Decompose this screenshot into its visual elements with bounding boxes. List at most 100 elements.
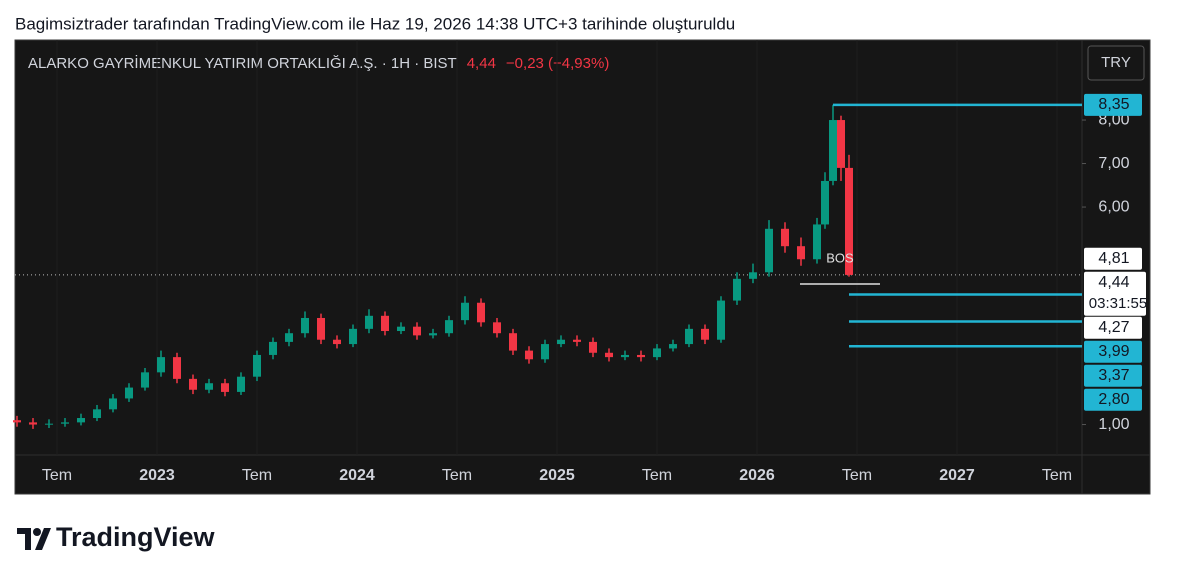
x-tick-label: 2023 xyxy=(139,467,175,484)
candle-body xyxy=(157,357,165,373)
candle-body xyxy=(733,278,741,301)
candle-body xyxy=(333,339,341,345)
legend: ALARKO GAYRİMENKUL YATIRIM ORTAKLIĞI A.Ş… xyxy=(28,54,609,72)
price-label: 2,80 xyxy=(1098,391,1129,408)
candle-body xyxy=(845,167,853,275)
candle-body xyxy=(365,315,373,329)
candle-body xyxy=(381,315,389,332)
candle-body xyxy=(13,420,21,423)
candle-body xyxy=(189,378,197,390)
candle-body xyxy=(509,333,517,351)
x-tick-label: Tem xyxy=(842,467,872,484)
logo-text: TradingView xyxy=(56,522,216,552)
price-label-box xyxy=(1084,388,1142,411)
price-label-box xyxy=(1084,364,1142,387)
countdown: 03:31:55 xyxy=(1089,295,1147,312)
last-price: 4,44 xyxy=(467,55,496,72)
candle-body xyxy=(349,328,357,345)
price-label-box xyxy=(1084,247,1142,270)
candle-body xyxy=(717,300,725,340)
candle-body xyxy=(781,228,789,247)
chart-panel xyxy=(14,39,1151,495)
candle-body xyxy=(653,348,661,358)
candle-body xyxy=(29,422,37,425)
candle-body xyxy=(821,180,829,225)
candle-body xyxy=(285,333,293,342)
candle-body xyxy=(541,344,549,360)
y-tick-label: 6,00 xyxy=(1098,198,1129,215)
logo-mark xyxy=(17,528,31,550)
logo: TradingView xyxy=(17,522,216,552)
candle-body xyxy=(205,383,213,390)
x-tick-label: 2024 xyxy=(339,467,375,484)
candle-body xyxy=(429,333,437,336)
price-label: 4,27 xyxy=(1098,319,1129,336)
candle-body xyxy=(589,341,597,353)
price-label: 8,35 xyxy=(1098,96,1129,113)
candle-body xyxy=(765,228,773,273)
currency: TRY xyxy=(1101,54,1131,71)
candle-body xyxy=(669,344,677,349)
price-label: 4,81 xyxy=(1098,250,1129,267)
candle-body xyxy=(445,320,453,334)
y-tick-label: 1,00 xyxy=(1098,416,1129,433)
candle-body xyxy=(749,272,757,279)
price-label-box xyxy=(1084,340,1142,363)
candle-body xyxy=(797,246,805,260)
candle-body xyxy=(701,328,709,340)
x-tick-label: Tem xyxy=(242,467,272,484)
candle-body xyxy=(829,120,837,181)
candle-body xyxy=(125,387,133,399)
bos-label: BOS xyxy=(826,250,854,265)
candle-body xyxy=(317,317,325,340)
candle-body xyxy=(637,354,645,358)
price-label: 3,37 xyxy=(1098,367,1129,384)
candle-body xyxy=(301,317,309,334)
x-tick-label: Tem xyxy=(642,467,672,484)
price-label: 3,99 xyxy=(1098,343,1129,360)
candle-body xyxy=(141,372,149,388)
candle-body xyxy=(461,302,469,321)
symbol: ALARKO GAYRİMENKUL YATIRIM ORTAKLIĞI A.Ş… xyxy=(28,54,457,72)
change: −0,23 (−4,93%) xyxy=(506,55,609,72)
logo-slash xyxy=(35,528,51,550)
currency-button[interactable] xyxy=(1087,45,1145,81)
price-label-box xyxy=(1084,93,1142,116)
candle-body xyxy=(397,326,405,332)
candle-body xyxy=(621,354,629,358)
candle-body xyxy=(109,398,117,410)
x-tick-label: 2027 xyxy=(939,467,975,484)
candle-body xyxy=(173,357,181,379)
x-tick-label: Tem xyxy=(442,467,472,484)
candle-body xyxy=(61,422,69,424)
x-tick-label: 2025 xyxy=(539,467,575,484)
candle-body xyxy=(477,302,485,323)
x-tick-label: Tem xyxy=(1042,467,1072,484)
price-label-box xyxy=(1084,316,1142,339)
candle-body xyxy=(221,383,229,392)
logo-dot xyxy=(33,528,41,536)
candle-body xyxy=(77,418,85,423)
candle-body xyxy=(237,376,245,392)
price-label: 4,44 xyxy=(1098,274,1129,291)
candle-body xyxy=(413,326,421,336)
x-tick-label: 2026 xyxy=(739,467,775,484)
y-tick-label: 7,00 xyxy=(1098,155,1129,172)
candle-body xyxy=(45,423,53,425)
candle-body xyxy=(253,354,261,377)
candle-body xyxy=(813,224,821,260)
candle-body xyxy=(93,409,101,419)
candle-body xyxy=(493,322,501,334)
candle-body xyxy=(525,350,533,360)
candle-body xyxy=(605,352,613,358)
candle-body xyxy=(685,328,693,345)
price-label-box xyxy=(1084,271,1146,316)
candle-body xyxy=(557,339,565,345)
candle-body xyxy=(269,341,277,355)
candle-body xyxy=(573,339,581,342)
credit: Bagimsiztrader tarafından TradingView.co… xyxy=(15,14,735,33)
x-tick-label: Tem xyxy=(42,467,72,484)
candle-body xyxy=(837,120,845,168)
